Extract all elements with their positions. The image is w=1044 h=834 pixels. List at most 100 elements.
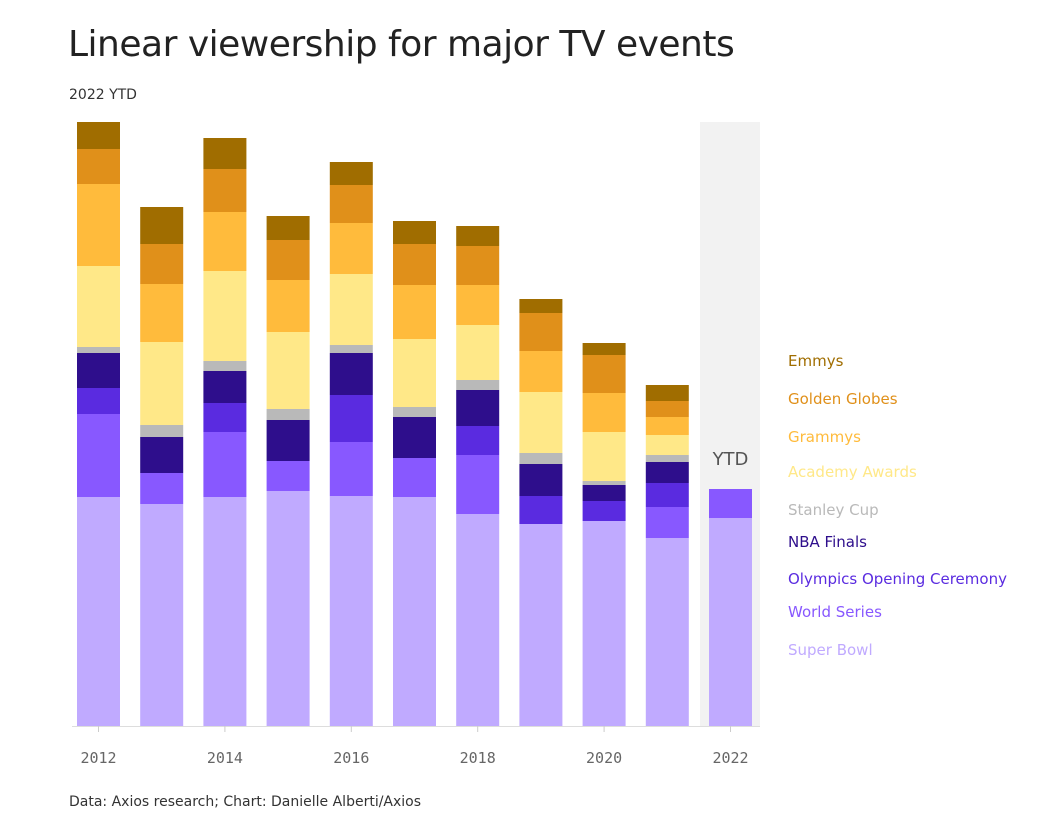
bar-2021-academy-awards	[645, 435, 689, 455]
ytd-label: YTD	[712, 449, 749, 470]
bar-2020-grammys	[582, 393, 626, 432]
bar-2018-olympics-opening-ceremony	[456, 426, 500, 455]
x-tick-label-2016: 2016	[333, 749, 369, 767]
legend-golden-globes: Golden Globes	[788, 390, 898, 408]
x-tick-label-2020: 2020	[586, 749, 622, 767]
bar-2017-nba-finals	[393, 417, 436, 458]
bar-2019-academy-awards	[519, 392, 563, 453]
bar-2021-world-series	[645, 507, 689, 538]
bar-2014-emmys	[203, 138, 247, 169]
bar-2013-golden-globes	[140, 244, 184, 284]
legend-world-series: World Series	[788, 603, 882, 621]
bar-2021-golden-globes	[645, 401, 689, 417]
bar-2020-academy-awards	[582, 432, 626, 481]
chart-subtitle: 2022 YTD	[69, 87, 137, 103]
bar-2016-world-series	[329, 442, 373, 496]
x-tick-label-2018: 2018	[460, 749, 496, 767]
bar-2018-world-series	[456, 455, 500, 514]
bar-2021-emmys	[645, 385, 689, 401]
bar-2015-world-series	[266, 461, 310, 491]
legend-olympics-opening-ceremony: Olympics Opening Ceremony	[788, 570, 1007, 588]
legend-nba-finals: NBA Finals	[788, 533, 867, 551]
bar-2012-grammys	[77, 184, 120, 266]
bar-2017-world-series	[393, 458, 436, 497]
legend-grammys: Grammys	[788, 428, 861, 446]
bar-2012-olympics-opening-ceremony	[77, 388, 120, 414]
bar-2016-olympics-opening-ceremony	[329, 395, 373, 442]
bar-2016-stanley-cup	[329, 345, 373, 353]
bar-2021-super-bowl	[645, 538, 689, 726]
bar-2014-grammys	[203, 212, 247, 271]
bar-2020-emmys	[582, 343, 626, 355]
bar-2021-grammys	[645, 417, 689, 435]
bar-2019-olympics-opening-ceremony	[519, 496, 563, 524]
bar-2020-olympics-opening-ceremony	[582, 501, 626, 521]
bar-2021-olympics-opening-ceremony	[645, 483, 689, 507]
bar-2018-stanley-cup	[456, 380, 500, 390]
bar-2021-nba-finals	[645, 462, 689, 483]
bar-2015-golden-globes	[266, 240, 310, 280]
legend-academy-awards: Academy Awards	[788, 463, 917, 481]
legend-emmys: Emmys	[788, 352, 844, 370]
bar-2018-nba-finals	[456, 390, 500, 426]
bar-2012-stanley-cup	[77, 347, 120, 353]
bar-2020-golden-globes	[582, 355, 626, 393]
bar-2016-nba-finals	[329, 353, 373, 395]
bar-2020-stanley-cup	[582, 481, 626, 485]
bar-2014-nba-finals	[203, 371, 247, 403]
bar-2016-golden-globes	[329, 185, 373, 223]
bar-2018-grammys	[456, 285, 500, 325]
bar-2017-golden-globes	[393, 244, 436, 285]
bar-2022-super-bowl	[709, 518, 752, 726]
bar-2018-golden-globes	[456, 246, 500, 285]
bar-2016-emmys	[329, 162, 373, 185]
bar-2013-stanley-cup	[140, 425, 184, 437]
bar-2020-super-bowl	[582, 521, 626, 726]
bar-2014-academy-awards	[203, 271, 247, 361]
bar-2016-grammys	[329, 223, 373, 274]
bar-2012-emmys	[77, 122, 120, 149]
bar-2019-emmys	[519, 299, 563, 313]
bar-2013-academy-awards	[140, 342, 184, 425]
bar-2014-super-bowl	[203, 497, 247, 726]
bar-2012-golden-globes	[77, 149, 120, 184]
bar-2018-emmys	[456, 226, 500, 246]
chart-title: Linear viewership for major TV events	[68, 24, 735, 65]
bar-2013-nba-finals	[140, 437, 184, 473]
bar-2013-grammys	[140, 284, 184, 342]
bar-2014-stanley-cup	[203, 361, 247, 371]
x-tick-label-2012: 2012	[80, 749, 116, 767]
bar-2017-grammys	[393, 285, 436, 339]
bar-2016-super-bowl	[329, 496, 373, 726]
bar-2015-emmys	[266, 216, 310, 240]
bar-2017-super-bowl	[393, 497, 436, 726]
bar-2015-academy-awards	[266, 332, 310, 409]
bar-2012-academy-awards	[77, 266, 120, 347]
bar-2022-world-series	[709, 489, 752, 518]
bar-2020-nba-finals	[582, 485, 626, 501]
x-tick-label-2022: 2022	[712, 749, 748, 767]
bar-2013-world-series	[140, 473, 184, 504]
bar-2015-grammys	[266, 280, 310, 332]
legend-stanley-cup: Stanley Cup	[788, 501, 879, 519]
x-tick-label-2014: 2014	[207, 749, 243, 767]
legend-super-bowl: Super Bowl	[788, 641, 873, 659]
bar-2014-world-series	[203, 432, 247, 497]
bar-2017-stanley-cup	[393, 407, 436, 417]
bar-2019-golden-globes	[519, 313, 563, 351]
bar-2015-super-bowl	[266, 491, 310, 726]
bar-2012-nba-finals	[77, 353, 120, 388]
bar-2017-emmys	[393, 221, 436, 244]
bar-2017-academy-awards	[393, 339, 436, 407]
bar-2019-nba-finals	[519, 464, 563, 496]
bar-2021-stanley-cup	[645, 455, 689, 462]
bar-2013-emmys	[140, 207, 184, 244]
bar-2012-super-bowl	[77, 497, 120, 726]
bar-2016-academy-awards	[329, 274, 373, 345]
bar-2013-super-bowl	[140, 504, 184, 726]
bar-2015-nba-finals	[266, 420, 310, 461]
bar-2015-stanley-cup	[266, 409, 310, 420]
bar-2018-super-bowl	[456, 514, 500, 726]
bar-2012-world-series	[77, 414, 120, 497]
